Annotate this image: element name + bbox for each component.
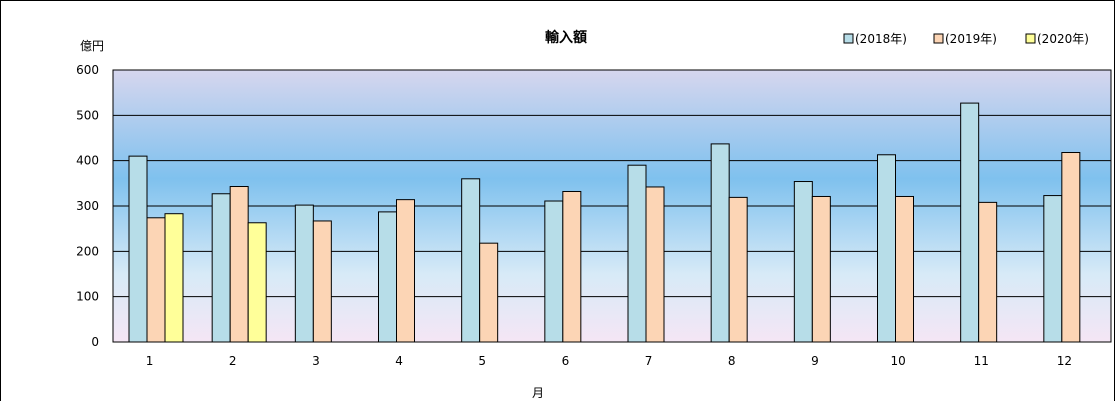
- x-tick-label: 1: [146, 354, 154, 368]
- legend-label: (2019年): [945, 32, 997, 46]
- y-tick-label: 200: [76, 244, 99, 258]
- bar-2-2: [229, 186, 249, 343]
- x-tick-label: 8: [728, 354, 736, 368]
- bar-2-11: [978, 201, 998, 343]
- bar-1-3: [294, 204, 314, 343]
- legend-label: (2020年): [1037, 32, 1089, 46]
- chart-title: 輸入額: [545, 29, 587, 46]
- bar-2-12: [1061, 152, 1081, 343]
- bar-2-9: [811, 195, 831, 343]
- bar-3-2: [247, 222, 267, 343]
- bar-1-7: [627, 164, 647, 343]
- x-axis-label: 月: [532, 386, 544, 400]
- bar-1-9: [793, 181, 813, 343]
- bar-1-10: [877, 154, 896, 343]
- bar-1-11: [960, 102, 980, 343]
- y-tick-label: 400: [76, 154, 99, 168]
- x-tick-label: 10: [890, 354, 905, 368]
- bar-1-6: [544, 200, 564, 343]
- bar-2-7: [645, 186, 665, 343]
- x-tick-label: 6: [562, 354, 570, 368]
- bars: [128, 102, 1081, 343]
- x-tick-label: 3: [312, 354, 320, 368]
- y-tick-label: 0: [91, 335, 99, 349]
- y-tick-label: 100: [76, 290, 99, 304]
- x-tick-label: 5: [478, 354, 486, 368]
- legend-label: (2018年): [855, 32, 907, 46]
- bar-2-6: [562, 190, 582, 343]
- bar-1-1: [128, 155, 148, 343]
- bar-1-4: [378, 211, 397, 343]
- y-tick-label: 500: [76, 108, 99, 122]
- x-tick-label: 2: [229, 354, 237, 368]
- x-tick-label: 11: [974, 354, 989, 368]
- x-tick-label: 7: [645, 354, 653, 368]
- y-axis-unit-label: 億円: [80, 39, 104, 53]
- gridlines: [113, 114, 1111, 298]
- y-tick-label: 300: [76, 199, 99, 213]
- x-tick-labels: 1 2 3 4 5 6 7 8 9 10 11 12: [146, 354, 1072, 368]
- y-tick-labels: 0 100 200 300 400 500 600: [76, 63, 99, 349]
- bar-2-1: [146, 217, 166, 343]
- bar-1-2: [211, 193, 231, 343]
- bar-3-1: [164, 213, 184, 343]
- legend-swatch: [933, 33, 944, 44]
- bar-2-3: [312, 220, 332, 343]
- bar-2-10: [895, 195, 914, 343]
- bar-1-8: [710, 143, 730, 343]
- bar-2-8: [728, 196, 748, 343]
- x-tick-label: 4: [395, 354, 403, 368]
- legend: (2018年) (2019年) (2020年): [843, 32, 1089, 46]
- y-tick-label: 600: [76, 63, 99, 77]
- x-tick-label: 9: [811, 354, 819, 368]
- bar-1-5: [461, 178, 481, 343]
- legend-swatch: [1025, 33, 1036, 44]
- x-tick-label: 12: [1057, 354, 1072, 368]
- bar-2-4: [396, 199, 415, 343]
- legend-swatch: [843, 33, 854, 44]
- bar-2-5: [479, 242, 499, 343]
- bar-1-12: [1043, 195, 1063, 343]
